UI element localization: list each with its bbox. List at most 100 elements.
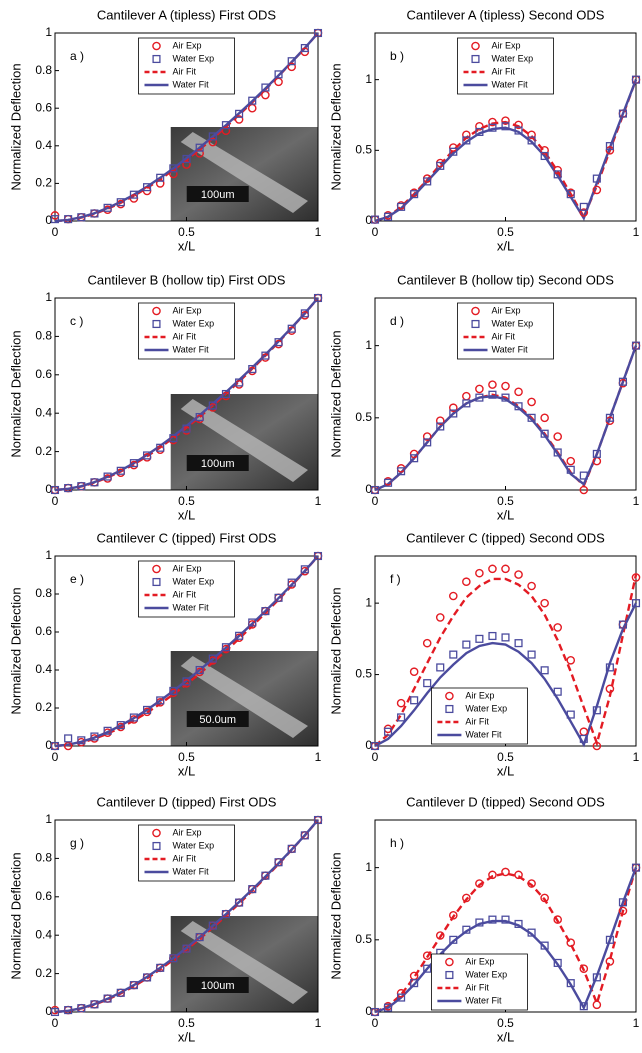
marker-circle (471, 306, 480, 316)
marker-circle (631, 573, 641, 582)
marker-square (235, 109, 244, 118)
marker-square (169, 164, 178, 173)
y-tick-label: 0.4 (35, 138, 52, 152)
legend-label: Water Exp (173, 318, 215, 328)
panel-title: Cantilever B (hollow tip) Second ODS (397, 272, 614, 287)
marker-square (208, 921, 217, 930)
panel-label: f ) (390, 572, 401, 586)
marker-square (370, 215, 380, 224)
marker-square (77, 213, 86, 222)
inset-beam (180, 132, 308, 213)
marker-square (208, 401, 217, 410)
inset-beam (180, 656, 308, 738)
y-tick-label: 1 (365, 860, 372, 874)
x-axis-label: x/L (178, 763, 195, 778)
marker-square (527, 413, 536, 422)
marker-circle (274, 77, 283, 87)
marker-square (221, 910, 231, 919)
panel-label: h ) (390, 836, 404, 850)
marker-square (514, 919, 523, 928)
marker-circle (409, 667, 419, 677)
fit-line (374, 79, 638, 223)
marker-square (527, 136, 536, 145)
marker-circle (422, 638, 432, 648)
marker-square (445, 704, 454, 714)
marker-square (261, 871, 270, 880)
x-tick-label: 0.5 (497, 750, 514, 764)
legend-label: Air Fit (173, 331, 197, 341)
legend-label: Water Fit (465, 995, 502, 1005)
marker-circle (514, 120, 523, 130)
marker-square (313, 815, 323, 825)
marker-square (248, 885, 257, 894)
y-tick-label: 0 (365, 213, 372, 227)
marker-square (235, 898, 244, 907)
legend-label: Air Exp (173, 827, 202, 837)
marker-circle (540, 413, 549, 423)
marker-circle (208, 137, 218, 147)
legend-label: Air Exp (465, 956, 494, 966)
panel: Cantilever A (tipless) First ODS 100um 0 0.… (8, 7, 323, 253)
marker-square (152, 841, 161, 851)
panel: Cantilever D (tipped) First ODS 100um 0 0.2… (8, 794, 323, 1044)
marker-circle (501, 867, 510, 877)
marker-circle (475, 568, 484, 578)
legend-label: Air Fit (173, 66, 197, 76)
marker-circle (553, 165, 563, 175)
marker-square (449, 935, 458, 944)
marker-circle (553, 915, 563, 924)
marker-circle (527, 581, 536, 591)
marker-square (90, 478, 99, 487)
marker-circle (462, 130, 471, 140)
marker-circle (448, 143, 458, 152)
marker-square (103, 472, 112, 481)
x-axis-label: x/L (497, 1029, 514, 1044)
marker-square (397, 202, 406, 211)
marker-square (618, 109, 627, 118)
fit-line (54, 819, 319, 1014)
scale-bar-label: 100um (201, 458, 235, 470)
marker-square (129, 713, 138, 722)
marker-circle (475, 121, 484, 131)
panel-title: Cantilever A (tipless) First ODS (97, 7, 276, 22)
marker-square (631, 341, 641, 350)
marker-circle (501, 564, 510, 574)
marker-square (261, 351, 270, 360)
marker-circle (462, 577, 471, 587)
y-tick-label: 0.6 (35, 889, 52, 903)
marker-square (195, 143, 204, 152)
y-axis-label: Normalized Deflection (328, 587, 343, 714)
marker-circle (409, 449, 419, 459)
marker-square (50, 741, 60, 751)
marker-square (566, 465, 575, 474)
marker-square (261, 83, 270, 92)
marker-circle (618, 906, 628, 916)
marker-square (103, 203, 112, 212)
y-tick-label: 0.6 (35, 624, 52, 638)
marker-square (553, 958, 562, 967)
marker-square (423, 177, 432, 186)
marker-square (274, 70, 283, 79)
marker-square (50, 1007, 60, 1017)
y-tick-label: 0 (365, 1004, 372, 1018)
marker-square (129, 190, 138, 199)
marker-square (501, 915, 510, 924)
fit-line (374, 867, 638, 1014)
marker-square (287, 578, 296, 587)
marker-square (540, 666, 549, 675)
marker-square (208, 132, 217, 141)
legend-label: Air Exp (173, 563, 202, 573)
marker-square (274, 593, 283, 602)
fit-line (374, 867, 638, 1014)
marker-circle (221, 126, 231, 136)
marker-square (313, 293, 323, 303)
marker-circle (435, 416, 445, 426)
marker-square (103, 726, 112, 735)
marker-square (221, 643, 231, 652)
marker-square (383, 1003, 393, 1012)
marker-circle (448, 910, 458, 920)
x-tick-label: 0.5 (178, 1016, 195, 1030)
marker-square (618, 377, 627, 386)
fit-line (54, 32, 319, 223)
marker-square (116, 721, 125, 730)
